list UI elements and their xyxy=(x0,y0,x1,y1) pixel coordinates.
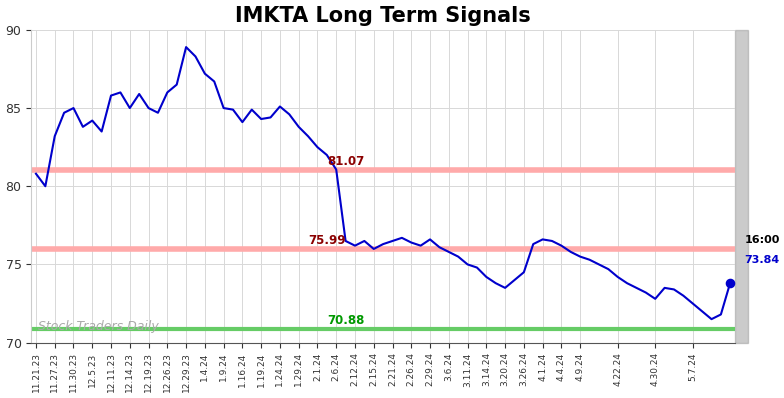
Text: Stock Traders Daily: Stock Traders Daily xyxy=(38,320,159,333)
Text: 73.84: 73.84 xyxy=(744,255,779,265)
Title: IMKTA Long Term Signals: IMKTA Long Term Signals xyxy=(235,6,531,25)
Text: 70.88: 70.88 xyxy=(327,314,365,327)
Bar xyxy=(735,30,748,343)
Text: 75.99: 75.99 xyxy=(308,234,346,247)
Text: 16:00: 16:00 xyxy=(744,235,780,245)
Point xyxy=(724,279,736,286)
Text: 81.07: 81.07 xyxy=(327,155,364,168)
